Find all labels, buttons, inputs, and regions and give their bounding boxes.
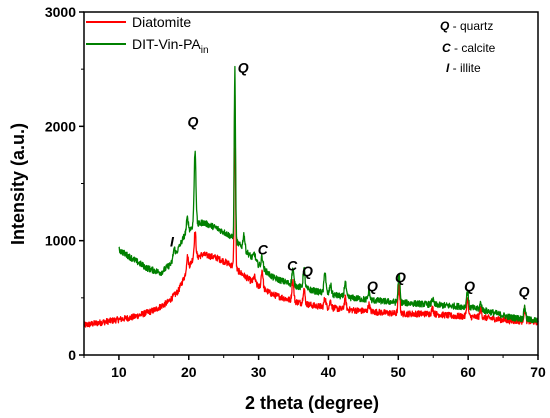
legend-label-diatomite: Diatomite [132, 14, 191, 30]
y-tick-label: 3000 [45, 4, 76, 20]
x-tick-label: 60 [460, 364, 476, 380]
series-layer [83, 65, 539, 328]
x-tick-label: 10 [111, 364, 127, 380]
peak-label: I [170, 233, 175, 249]
peak-label: Q [302, 263, 313, 279]
y-tick-label: 1000 [45, 233, 76, 249]
phase-key-illite: I - illite [446, 61, 481, 75]
x-axis-title: 2 theta (degree) [245, 393, 379, 413]
phase-key-quartz: Q - quartz [440, 19, 493, 33]
series-line-dit-vin-pa [118, 65, 539, 324]
legend: Diatomite DIT-Vin-PAin [86, 14, 209, 56]
x-tick-label: 70 [530, 364, 546, 380]
peak-label: Q [464, 278, 475, 294]
peak-label: C [258, 241, 269, 257]
legend-label-dit-vin-pa: DIT-Vin-PAin [132, 36, 209, 56]
y-tick-label: 2000 [45, 118, 76, 134]
phase-key: Q - quartz C - calcite I - illite [440, 19, 496, 75]
peak-label: Q [238, 60, 249, 76]
peak-label: Q [188, 113, 199, 129]
axes: 10 20 30 40 50 60 70 0 1000 2000 3000 [45, 4, 546, 380]
peak-label: Q [519, 284, 530, 300]
phase-key-calcite: C - calcite [442, 41, 496, 55]
peak-label: Q [367, 278, 378, 294]
x-tick-label: 50 [391, 364, 407, 380]
x-tick-label: 40 [321, 364, 337, 380]
y-axis-title: Intensity (a.u.) [8, 123, 28, 245]
x-tick-label: 30 [251, 364, 267, 380]
peak-label: Q [395, 269, 406, 285]
peak-label: C [287, 257, 298, 273]
series-line-diatomite [83, 94, 539, 328]
y-tick-label: 0 [68, 347, 76, 363]
x-tick-label: 20 [181, 364, 197, 380]
